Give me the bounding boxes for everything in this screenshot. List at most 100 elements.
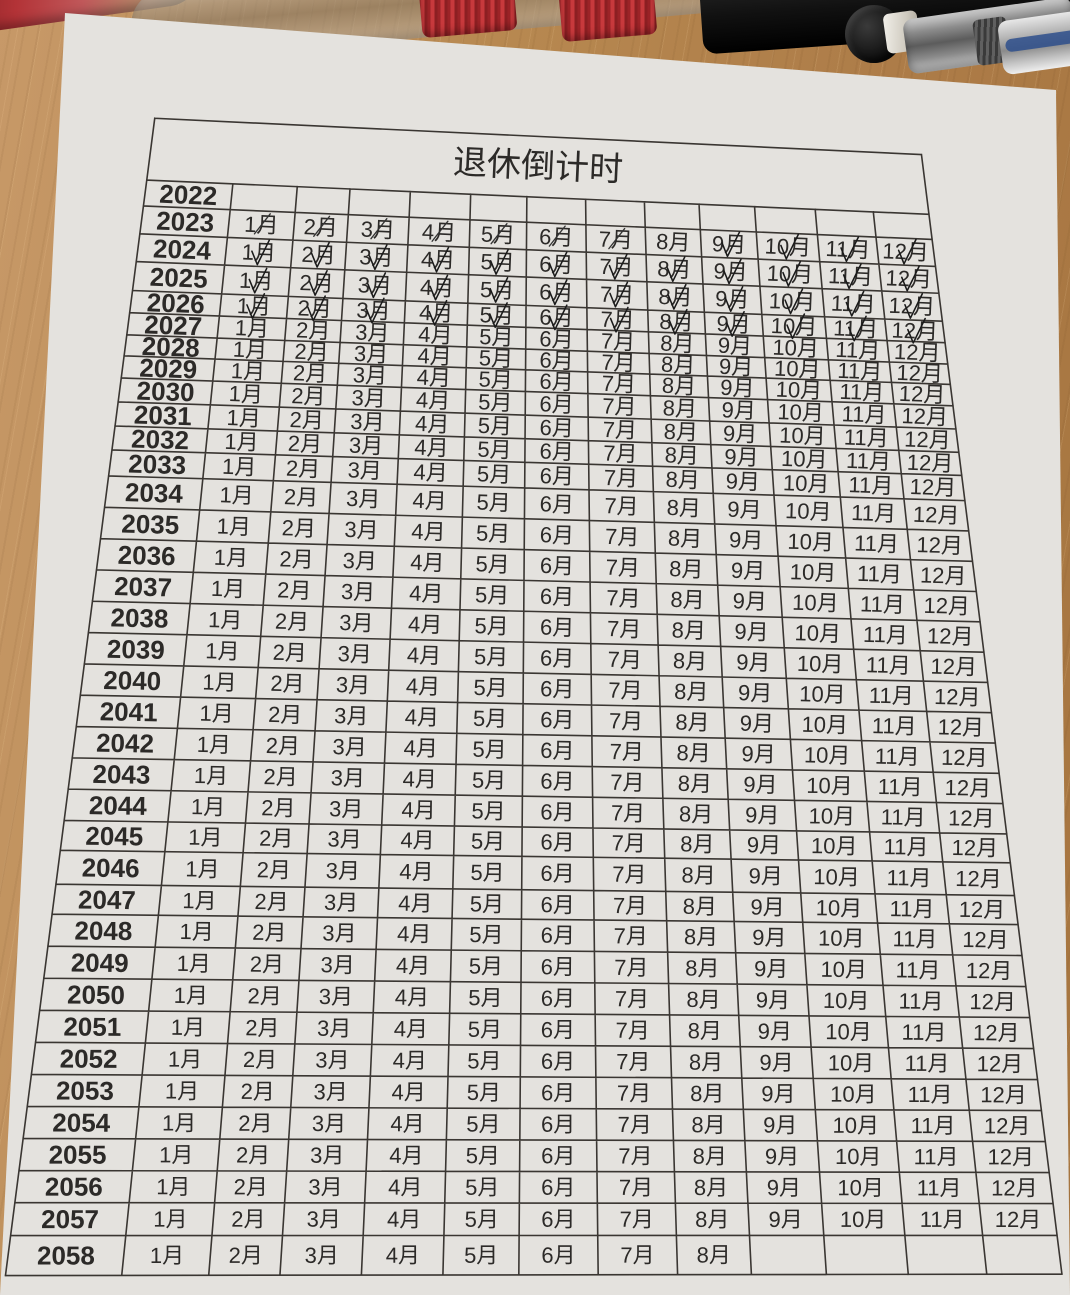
svg-text:5月: 5月 [464,1243,498,1268]
svg-text:5月: 5月 [477,413,512,439]
svg-text:11月: 11月 [898,989,943,1014]
svg-text:4月: 4月 [413,459,448,485]
svg-text:4月: 4月 [393,1048,427,1073]
svg-text:3月: 3月 [322,920,357,945]
svg-text:11月: 11月 [860,591,905,617]
svg-text:10月: 10月 [801,712,848,738]
svg-text:2048: 2048 [74,915,132,946]
svg-text:5月: 5月 [476,490,511,516]
svg-text:7月: 7月 [604,493,639,519]
svg-text:7月: 7月 [615,1018,649,1043]
svg-text:6月: 6月 [539,391,574,417]
svg-text:4月: 4月 [387,1207,421,1232]
svg-text:2053: 2053 [56,1076,114,1106]
svg-text:11月: 11月 [854,531,899,557]
svg-text:10月: 10月 [837,1175,884,1200]
svg-text:1月: 1月 [162,1110,196,1135]
svg-text:6月: 6月 [539,463,574,489]
svg-text:9月: 9月 [727,497,762,523]
svg-text:7月: 7月 [606,585,641,611]
svg-text:2035: 2035 [121,508,180,540]
svg-text:9月: 9月 [767,1175,801,1200]
svg-text:11月: 11月 [848,472,894,498]
svg-text:7月: 7月 [613,893,648,918]
svg-text:2月: 2月 [247,983,281,1008]
svg-text:2月: 2月 [263,764,298,790]
svg-text:7月: 7月 [610,770,645,796]
svg-text:9月: 9月 [731,558,766,584]
svg-text:2月: 2月 [231,1207,265,1232]
svg-text:2034: 2034 [125,477,184,509]
svg-text:6月: 6月 [541,1175,575,1200]
svg-text:5月: 5月 [467,1048,501,1073]
svg-text:2月: 2月 [279,546,314,572]
svg-text:2042: 2042 [96,728,154,759]
svg-text:6月: 6月 [541,1112,575,1137]
svg-text:4月: 4月 [405,704,440,730]
svg-text:1月: 1月 [214,545,249,571]
svg-text:10月: 10月 [825,1019,872,1044]
svg-text:11月: 11月 [869,683,914,709]
svg-text:12月: 12月 [966,958,1013,983]
svg-text:9月: 9月 [763,1113,797,1138]
svg-text:12月: 12月 [920,563,967,589]
svg-text:10月: 10月 [787,529,834,555]
svg-text:1月: 1月 [159,1142,193,1167]
svg-text:10月: 10月 [828,1050,875,1075]
svg-text:2038: 2038 [110,602,169,633]
svg-text:6月: 6月 [541,1017,575,1042]
svg-text:4月: 4月 [400,828,435,853]
svg-text:9月: 9月 [741,741,776,767]
svg-text:5月: 5月 [469,922,504,947]
svg-text:11月: 11月 [881,804,926,830]
svg-text:3月: 3月 [317,1016,351,1041]
svg-text:3月: 3月 [315,1047,349,1072]
svg-text:10月: 10月 [833,1113,880,1138]
svg-text:3月: 3月 [314,1079,348,1104]
svg-text:7月: 7月 [611,800,646,826]
svg-text:2037: 2037 [114,571,173,602]
svg-text:7月: 7月 [613,923,648,948]
svg-text:7月: 7月 [614,955,648,980]
svg-text:4月: 4月 [414,435,449,461]
svg-text:4月: 4月 [398,891,433,916]
svg-text:11月: 11月 [878,774,923,800]
svg-text:2051: 2051 [63,1012,121,1042]
svg-text:3月: 3月 [341,579,376,605]
svg-text:10月: 10月 [785,498,832,524]
svg-text:3月: 3月 [344,517,379,543]
svg-text:1月: 1月 [191,794,226,820]
svg-text:11月: 11月 [863,622,908,648]
svg-text:2月: 2月 [243,1047,277,1072]
svg-text:9月: 9月 [747,832,782,857]
svg-text:9月: 9月 [736,650,771,676]
svg-text:3月: 3月 [347,457,382,483]
svg-text:6月: 6月 [539,415,574,441]
svg-text:7月: 7月 [619,1175,653,1200]
svg-text:10月: 10月 [811,833,858,859]
svg-text:5月: 5月 [468,985,502,1010]
svg-text:9月: 9月 [729,527,764,553]
svg-text:11月: 11月 [895,957,940,982]
svg-text:11月: 11月 [905,1051,950,1076]
svg-text:4月: 4月 [416,387,451,413]
svg-text:5月: 5月 [470,891,505,916]
svg-text:6月: 6月 [541,1207,575,1232]
svg-text:1月: 1月 [168,1047,202,1072]
svg-text:3月: 3月 [327,827,362,852]
svg-text:5月: 5月 [471,798,506,824]
svg-text:5月: 5月 [469,954,503,979]
svg-text:10月: 10月 [797,651,844,677]
svg-text:1月: 1月 [156,1174,190,1199]
svg-text:8月: 8月 [679,801,714,827]
svg-text:7月: 7月 [620,1243,654,1268]
svg-text:9月: 9月 [740,711,775,737]
svg-text:7月: 7月 [602,393,637,419]
svg-text:2月: 2月 [277,577,312,603]
svg-text:7月: 7月 [607,647,642,673]
svg-text:3月: 3月 [349,433,384,459]
svg-text:退休倒计时: 退休倒计时 [452,144,624,189]
svg-text:7月: 7月 [605,555,640,581]
svg-text:6月: 6月 [541,923,576,948]
svg-text:7月: 7月 [618,1143,652,1168]
